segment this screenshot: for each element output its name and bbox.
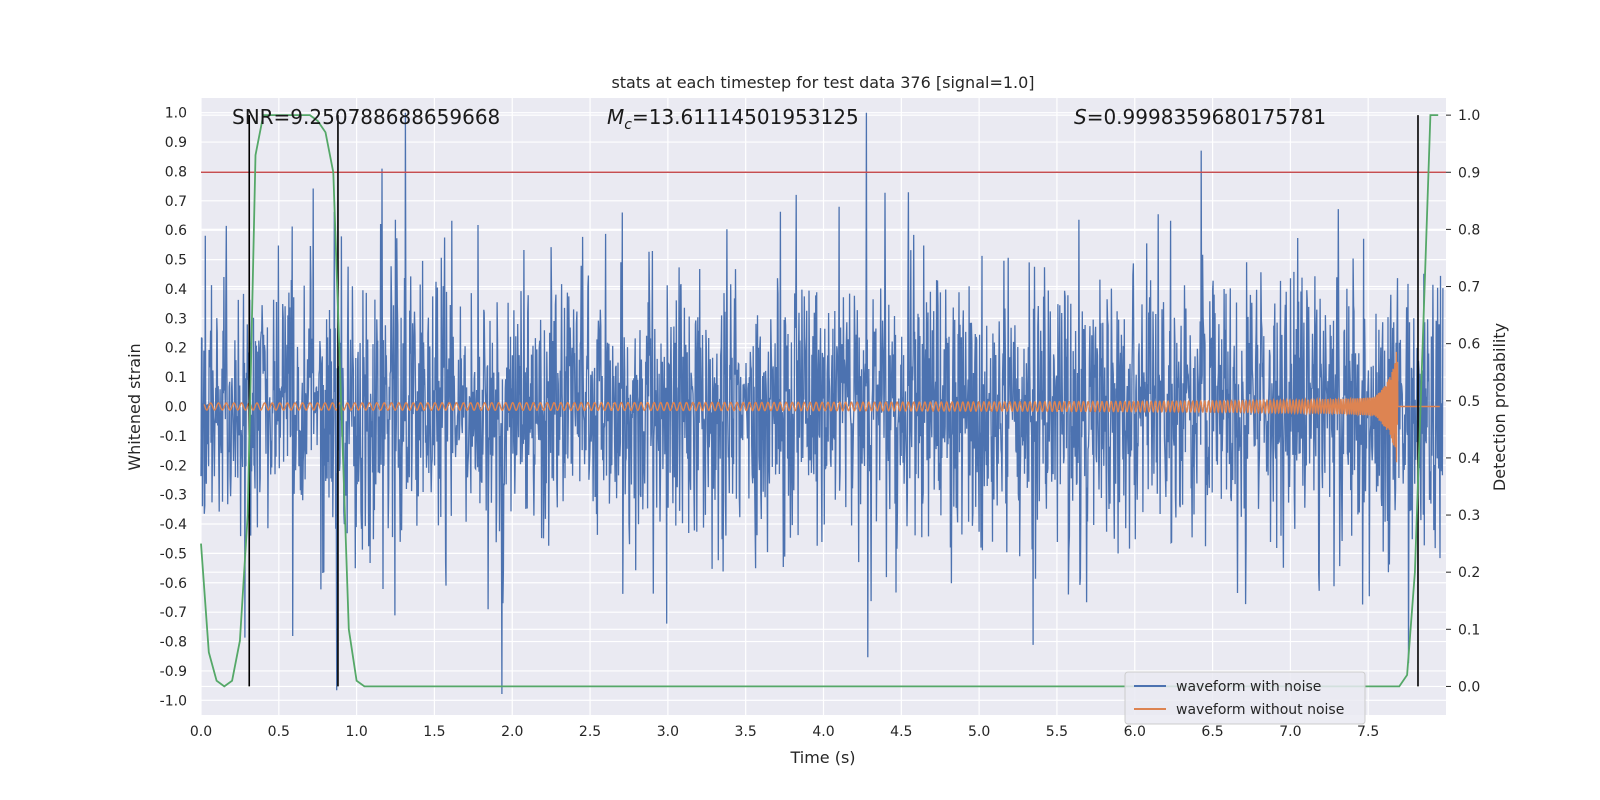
y-tick-label: 0.1 [165,370,187,386]
y-tick-label: 0.2 [165,341,187,357]
x-tick-label: 5.0 [968,724,990,740]
y-right-tick-label: 0.3 [1458,508,1480,524]
y-right-tick-label: 0.4 [1458,451,1480,467]
x-tick-label: 2.5 [579,724,601,740]
y-tick-label: -0.1 [160,429,187,445]
statistic-annotation: S=0.9998359680175781 [1074,105,1326,129]
x-tick-label: 1.5 [423,724,445,740]
x-tick-label: 2.0 [501,724,523,740]
x-tick-labels: 0.0 0.5 1.0 1.5 2.0 2.5 3.0 3.5 4.0 4.5 5.0 5.5 6.0 6… [190,724,1379,740]
y-right-tick-labels: 1.0 0.9 0.8 0.7 0.6 0.5 0.4 0.3 0.2 0.1 0.0 [1446,108,1480,695]
y-tick-label: 0.0 [165,400,187,416]
series-waveform-without-noise [203,351,1440,463]
x-tick-label: 6.5 [1201,724,1223,740]
y-tick-label: 0.5 [165,253,187,269]
x-tick-label: 1.0 [345,724,367,740]
x-tick-label: 0.0 [190,724,212,740]
x-tick-label: 0.5 [268,724,290,740]
y-tick-labels: 1.0 0.9 0.8 0.7 0.6 0.5 0.4 0.3 0.2 0.1 0.0 -0.1 -0.… [160,106,187,710]
y-right-tick-label: 0.5 [1458,394,1480,410]
y-right-tick-label: 0.7 [1458,280,1480,296]
x-tick-label: 4.0 [812,724,834,740]
y-right-tick-label: 0.0 [1458,679,1480,695]
chirp-mass-value: =13.61114501953125 [632,105,859,129]
y-tick-label: -0.7 [160,605,187,621]
y-tick-label: -0.5 [160,546,187,562]
y-right-axis-label: Detection probability [1490,323,1509,491]
x-tick-label: 5.5 [1046,724,1068,740]
noise-trace [200,112,1444,695]
y-tick-label: -1.0 [160,693,187,709]
y-right-tick-label: 0.6 [1458,337,1480,353]
y-right-tick-label: 0.8 [1458,222,1480,238]
x-axis-label: Time (s) [789,748,855,767]
y-axis-label: Whitened strain [125,343,144,470]
y-tick-label: -0.9 [160,664,187,680]
legend: waveform with noise waveform without noi… [1124,671,1366,725]
y-tick-label: 0.9 [165,135,187,151]
overlay-lines [200,114,1446,688]
chirp-mass-annotation: Mc=13.61114501953125 [607,105,859,133]
y-right-tick-label: 0.9 [1458,165,1480,181]
legend-label-clean: waveform without noise [1176,702,1344,718]
y-tick-label: 0.7 [165,194,187,210]
statistic-value: =0.9998359680175781 [1087,105,1326,129]
x-tick-label: 3.0 [657,724,679,740]
snr-annotation: SNR=9.250788688659668 [232,105,500,129]
x-tick-label: 6.0 [1124,724,1146,740]
y-right-tick-label: 0.2 [1458,565,1480,581]
x-tick-label: 3.5 [735,724,757,740]
y-tick-label: -0.8 [160,635,187,651]
legend-box [1124,671,1366,725]
x-tick-label: 7.5 [1357,724,1379,740]
chirp-mass-subscript: c [624,117,632,133]
y-tick-label: -0.2 [160,458,187,474]
chirp-mass-symbol: M [607,105,624,129]
y-tick-label: -0.6 [160,576,187,592]
statistic-symbol: S [1074,105,1087,129]
x-tick-label: 4.5 [890,724,912,740]
legend-label-noise: waveform with noise [1176,679,1321,695]
chart-title: stats at each timestep for test data 376… [611,73,1034,92]
series-waveform-with-noise [200,112,1444,695]
y-tick-label: 0.6 [165,223,187,239]
detection-probability-line [200,114,1439,688]
y-right-tick-label: 0.1 [1458,622,1480,638]
y-tick-label: -0.3 [160,488,187,504]
clean-trace [203,351,1440,463]
x-tick-label: 7.0 [1279,724,1301,740]
y-right-tick-label: 1.0 [1458,108,1480,124]
y-tick-label: 0.4 [165,282,187,298]
y-tick-label: 0.3 [165,311,187,327]
y-tick-label: -0.4 [160,517,187,533]
y-tick-label: 1.0 [165,106,187,122]
y-tick-label: 0.8 [165,164,187,180]
